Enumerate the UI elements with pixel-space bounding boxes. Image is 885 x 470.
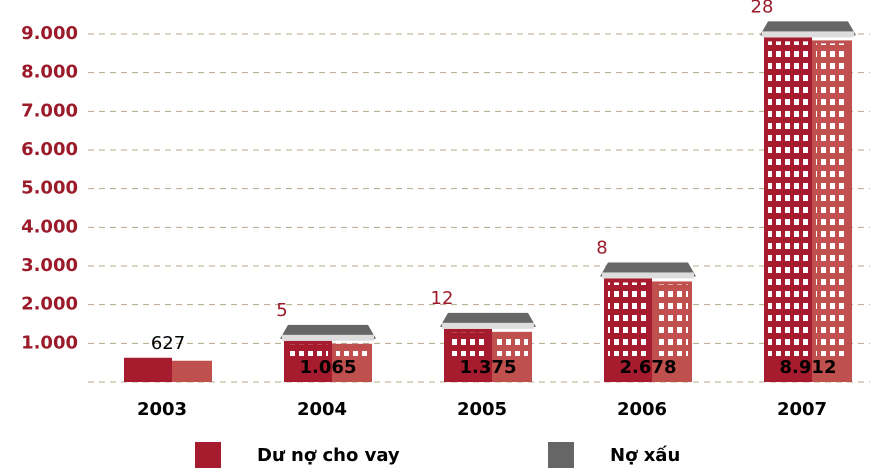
y-tick-label: 4.000: [21, 216, 78, 237]
value-label: 8.912: [780, 357, 837, 378]
x-tick-label: 2004: [297, 399, 347, 420]
windows: [448, 333, 488, 356]
legend-swatch: [195, 442, 221, 468]
windows: [496, 335, 528, 356]
y-tick-label: 9.000: [21, 23, 78, 44]
y-tick-label: 2.000: [21, 294, 78, 315]
value-label: 8: [596, 237, 607, 258]
legend-swatch: [548, 442, 574, 468]
legend-label: Dư nợ cho vay: [257, 445, 400, 466]
windows: [816, 43, 848, 356]
value-label: 627: [151, 333, 185, 354]
y-tick-label: 1.000: [21, 332, 78, 353]
y-tick-label: 3.000: [21, 255, 78, 276]
legend-label: Nợ xấu: [610, 445, 680, 466]
x-tick-label: 2006: [617, 399, 667, 420]
value-label: 1.065: [300, 357, 357, 378]
x-tick-label: 2007: [777, 399, 827, 420]
windows: [768, 41, 808, 356]
y-tick-label: 6.000: [21, 139, 78, 160]
windows: [336, 347, 368, 356]
building-side: [172, 361, 212, 382]
roof-rail: [442, 323, 534, 329]
value-label: 28: [751, 0, 774, 17]
y-tick-label: 8.000: [21, 62, 78, 83]
roof-rail: [282, 335, 374, 341]
value-label: 1.375: [460, 357, 517, 378]
roof-rail: [602, 272, 694, 278]
building-front: [124, 358, 172, 382]
x-tick-label: 2005: [457, 399, 507, 420]
value-label: 2.678: [620, 357, 677, 378]
windows: [656, 284, 688, 356]
roof-rail: [762, 31, 854, 37]
value-label: 5: [276, 300, 287, 321]
windows: [608, 282, 648, 356]
y-tick-label: 5.000: [21, 178, 78, 199]
y-tick-label: 7.000: [21, 100, 78, 121]
chart: 1.000 2.000 3.000 4.000 5.000 6.000 7.000 8.000…: [0, 0, 885, 470]
x-tick-label: 2003: [137, 399, 187, 420]
value-label: 12: [431, 288, 454, 309]
windows: [288, 345, 328, 356]
